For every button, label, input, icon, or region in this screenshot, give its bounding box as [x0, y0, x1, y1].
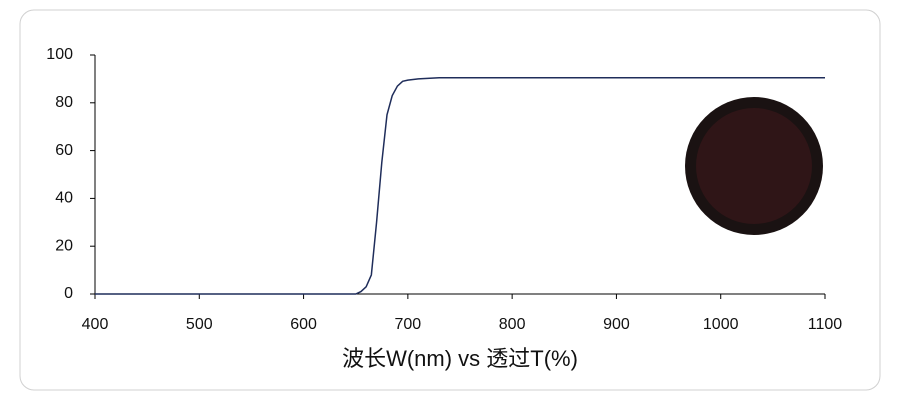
x-tick-label: 500 [186, 316, 213, 333]
x-axis-label: 波长W(nm) vs 透过T(%) [342, 346, 578, 371]
x-tick-label: 600 [290, 316, 317, 333]
y-tick-label: 100 [46, 46, 73, 63]
x-tick-label: 1100 [808, 316, 843, 333]
x-tick-label: 800 [499, 316, 526, 333]
y-tick-label: 20 [55, 237, 73, 254]
y-tick-label: 60 [55, 142, 73, 159]
y-tick-label: 0 [64, 285, 73, 302]
filter-image [685, 97, 823, 235]
x-tick-label: 900 [603, 316, 630, 333]
line-series [95, 76, 825, 295]
y-tick-label: 40 [55, 190, 73, 207]
y-tick-label: 80 [55, 94, 73, 111]
x-tick-label: 700 [395, 316, 422, 333]
x-tick-label: 1000 [703, 316, 739, 333]
panel [19, 9, 881, 391]
x-tick-label: 400 [82, 316, 109, 333]
